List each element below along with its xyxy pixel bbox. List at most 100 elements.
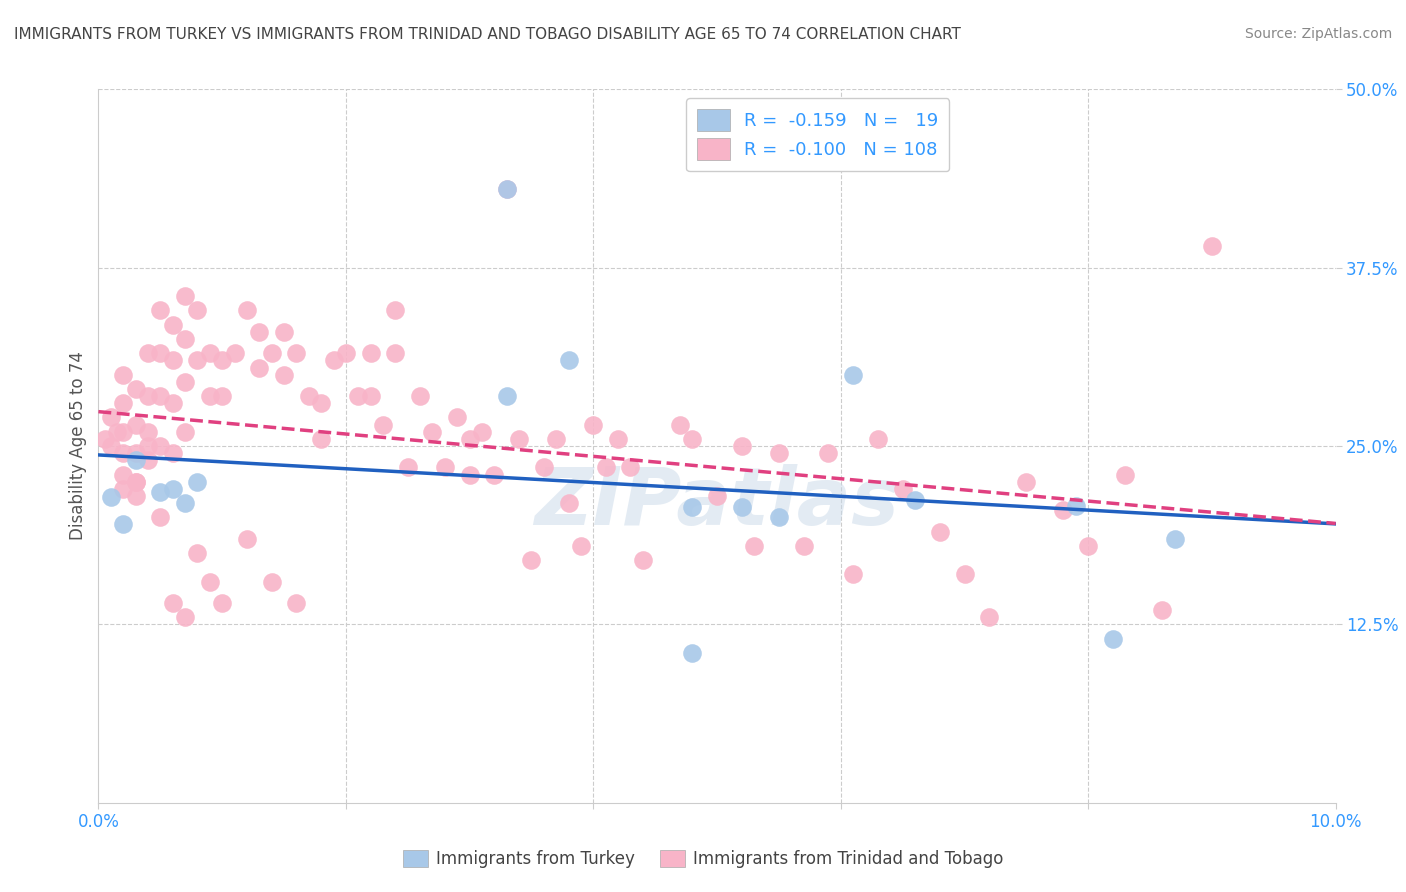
Point [224, 346, 246, 360]
Point [198, 346, 221, 360]
Point [546, 432, 568, 446]
Point [162, 318, 184, 332]
Point [1052, 503, 1074, 517]
Point [112, 446, 135, 460]
Point [136, 425, 159, 439]
Point [669, 417, 692, 432]
Point [236, 532, 259, 546]
Point [124, 417, 146, 432]
Point [471, 425, 494, 439]
Point [174, 496, 197, 510]
Point [1064, 499, 1087, 513]
Point [174, 332, 197, 346]
Point [706, 489, 728, 503]
Point [112, 368, 135, 382]
Point [557, 353, 579, 368]
Point [495, 182, 517, 196]
Point [236, 303, 259, 318]
Point [396, 460, 419, 475]
Point [136, 346, 159, 360]
Point [186, 475, 208, 489]
Point [458, 432, 481, 446]
Point [100, 491, 122, 505]
Point [817, 446, 839, 460]
Legend: R =  -0.159   N =   19, R =  -0.100   N = 108: R = -0.159 N = 19, R = -0.100 N = 108 [686, 98, 949, 171]
Point [198, 389, 221, 403]
Point [162, 396, 184, 410]
Point [384, 346, 406, 360]
Point [731, 500, 754, 515]
Point [953, 567, 976, 582]
Point [681, 432, 703, 446]
Point [149, 484, 172, 499]
Point [211, 353, 233, 368]
Point [582, 417, 605, 432]
Point [174, 375, 197, 389]
Point [112, 396, 135, 410]
Point [458, 467, 481, 482]
Legend: Immigrants from Turkey, Immigrants from Trinidad and Tobago: Immigrants from Turkey, Immigrants from … [396, 843, 1010, 875]
Point [186, 353, 208, 368]
Point [681, 646, 703, 660]
Point [322, 353, 344, 368]
Point [731, 439, 754, 453]
Text: IMMIGRANTS FROM TURKEY VS IMMIGRANTS FROM TRINIDAD AND TOBAGO DISABILITY AGE 65 : IMMIGRANTS FROM TURKEY VS IMMIGRANTS FRO… [14, 27, 960, 42]
Point [136, 389, 159, 403]
Point [1152, 603, 1174, 617]
Point [124, 382, 146, 396]
Point [569, 539, 592, 553]
Point [979, 610, 1001, 624]
Point [533, 460, 555, 475]
Point [112, 467, 135, 482]
Point [149, 510, 172, 524]
Point [211, 389, 233, 403]
Point [285, 346, 308, 360]
Point [904, 493, 927, 508]
Point [260, 574, 283, 589]
Point [309, 432, 332, 446]
Point [149, 346, 172, 360]
Point [100, 410, 122, 425]
Point [124, 475, 146, 489]
Point [124, 453, 146, 467]
Point [162, 353, 184, 368]
Point [1015, 475, 1038, 489]
Point [928, 524, 950, 539]
Point [1114, 467, 1136, 482]
Point [866, 432, 889, 446]
Point [149, 389, 172, 403]
Point [495, 182, 517, 196]
Point [619, 460, 641, 475]
Point [174, 425, 197, 439]
Point [162, 482, 184, 496]
Point [422, 425, 444, 439]
Point [409, 389, 432, 403]
Text: Source: ZipAtlas.com: Source: ZipAtlas.com [1244, 27, 1392, 41]
Point [174, 610, 197, 624]
Text: ZIPatlas: ZIPatlas [534, 464, 900, 542]
Point [273, 325, 295, 339]
Point [136, 439, 159, 453]
Point [309, 396, 332, 410]
Point [360, 389, 382, 403]
Point [1201, 239, 1223, 253]
Point [371, 417, 394, 432]
Y-axis label: Disability Age 65 to 74: Disability Age 65 to 74 [69, 351, 87, 541]
Point [681, 500, 703, 515]
Point [433, 460, 456, 475]
Point [508, 432, 530, 446]
Point [793, 539, 815, 553]
Point [112, 482, 135, 496]
Point [260, 346, 283, 360]
Point [446, 410, 468, 425]
Point [162, 446, 184, 460]
Point [842, 368, 865, 382]
Point [520, 553, 543, 567]
Point [347, 389, 370, 403]
Point [186, 546, 208, 560]
Point [149, 439, 172, 453]
Point [112, 425, 135, 439]
Point [1077, 539, 1099, 553]
Point [595, 460, 617, 475]
Point [384, 303, 406, 318]
